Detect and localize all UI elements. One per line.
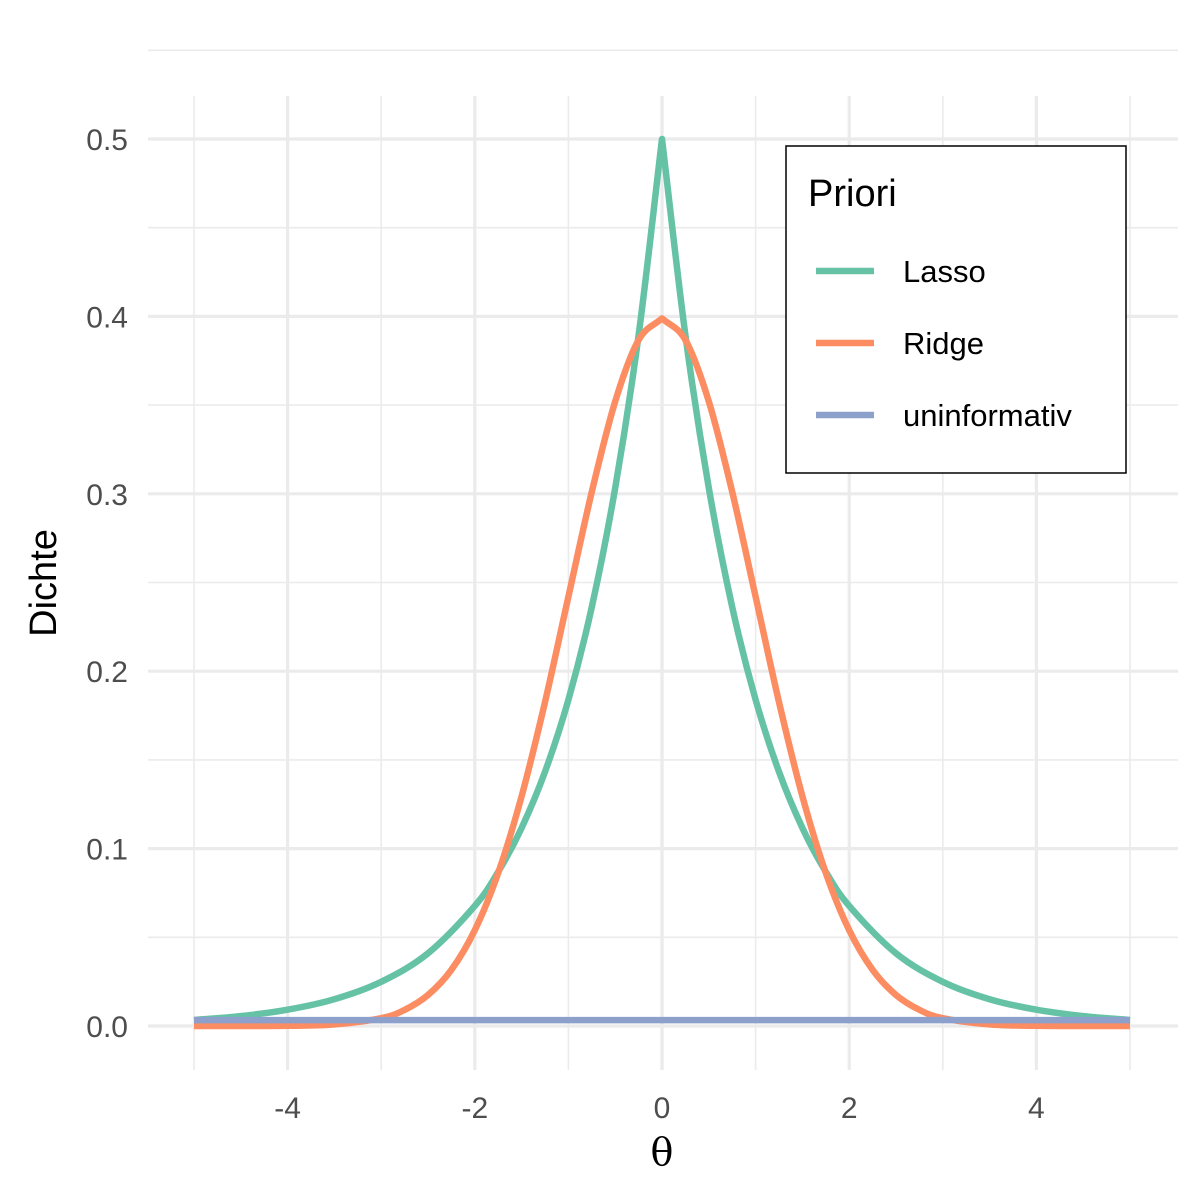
legend-label-ridge: Ridge <box>903 326 984 361</box>
legend-label-lasso: Lasso <box>903 254 986 289</box>
y-tick-label: 0.1 <box>86 834 128 867</box>
x-tick-label: 4 <box>1028 1092 1045 1125</box>
legend: Priori Lasso Ridge uninformativ <box>785 145 1127 474</box>
y-tick-label: 0.0 <box>86 1011 128 1044</box>
x-tick-labels: -4 -2 0 2 4 <box>274 1092 1044 1125</box>
legend-title: Priori <box>808 173 897 215</box>
x-tick-label: 2 <box>841 1092 858 1125</box>
y-axis-title: Dichte <box>23 529 65 637</box>
y-tick-labels: 0.0 0.1 0.2 0.3 0.4 0.5 <box>86 124 128 1044</box>
legend-items: Lasso Ridge uninformativ <box>816 254 1072 433</box>
series-line-lasso <box>193 135 1131 1024</box>
x-tick-label: -2 <box>461 1092 488 1125</box>
x-tick-label: -4 <box>274 1092 301 1125</box>
series-line-ridge <box>194 315 1130 1030</box>
y-tick-label: 0.2 <box>86 656 128 689</box>
y-tick-label: 0.4 <box>86 301 128 334</box>
legend-box <box>785 145 1127 474</box>
legend-label-uninformativ: uninformativ <box>903 398 1072 433</box>
x-tick-label: 0 <box>654 1092 671 1125</box>
y-tick-label: 0.3 <box>86 479 128 512</box>
x-axis-title: θ <box>651 1130 674 1174</box>
series-lines <box>193 135 1131 1030</box>
y-tick-label: 0.5 <box>86 124 128 157</box>
